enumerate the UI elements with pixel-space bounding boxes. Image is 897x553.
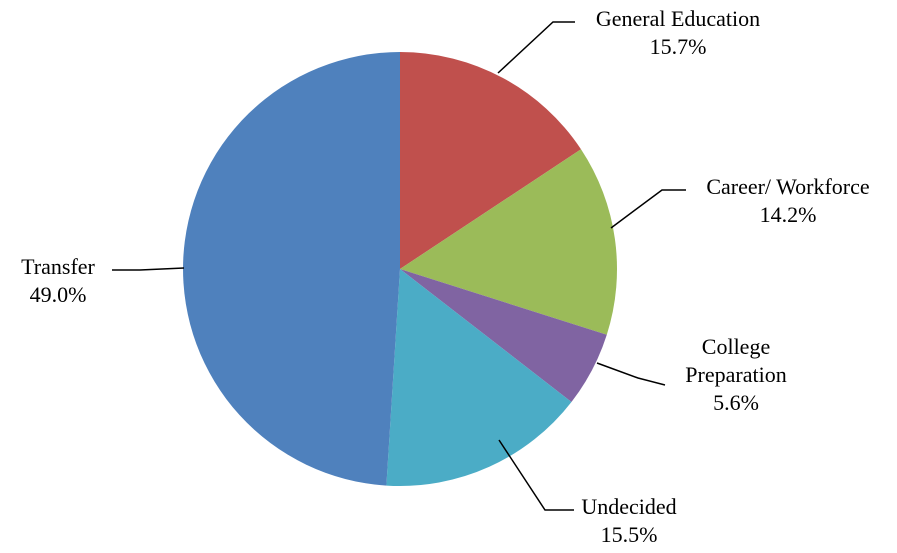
slice-percent-label: 15.7% (650, 34, 707, 59)
slices-layer (183, 52, 618, 486)
slice-name-label: Preparation (685, 362, 786, 387)
data-label-2: Career/ Workforce 14.2% (706, 174, 869, 227)
leader-line-1 (497, 21, 575, 74)
leader-line-3 (596, 362, 666, 386)
slice-name-label: Career/ Workforce (706, 174, 869, 199)
slice-name-label: College (702, 334, 770, 359)
data-label-3: College Preparation 5.6% (685, 334, 786, 415)
pie-slice-transfer (183, 52, 400, 486)
pie-slice-college-preparation (400, 269, 607, 402)
slice-percent-label: 14.2% (760, 202, 817, 227)
slice-name-label: General Education (596, 6, 760, 31)
slice-name-label: Undecided (581, 494, 676, 519)
data-label-5: Transfer 49.0% (21, 254, 95, 307)
leader-line-5 (112, 267, 185, 271)
leader-line-4 (498, 439, 574, 511)
leader-line-2 (610, 189, 686, 229)
pie-slice-career-workforce (400, 149, 618, 335)
slice-percent-label: 5.6% (713, 390, 759, 415)
pie-slice-general-education (400, 52, 581, 269)
slice-percent-label: 49.0% (30, 282, 87, 307)
labels-layer: General Education 15.7% Career/ Workforce 1… (21, 6, 870, 547)
slice-percent-label: 15.5% (601, 522, 658, 547)
pie-slice-undecided (386, 269, 572, 486)
leader-lines-layer (112, 21, 686, 511)
data-label-1: General Education 15.7% (596, 6, 760, 59)
data-label-4: Undecided 15.5% (581, 494, 676, 547)
slice-name-label: Transfer (21, 254, 95, 279)
